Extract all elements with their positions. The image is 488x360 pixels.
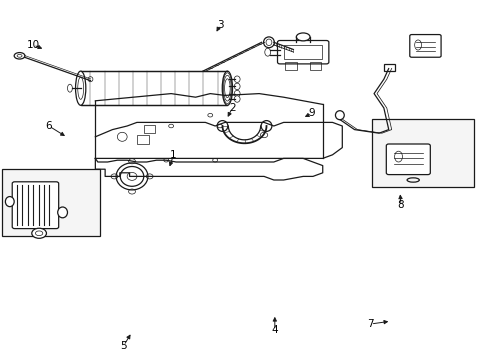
Ellipse shape bbox=[217, 121, 227, 131]
Ellipse shape bbox=[32, 228, 46, 238]
Ellipse shape bbox=[335, 111, 344, 120]
Bar bbox=[293, 48, 305, 57]
Text: 5: 5 bbox=[120, 341, 127, 351]
Ellipse shape bbox=[234, 90, 240, 97]
Ellipse shape bbox=[67, 84, 72, 92]
Bar bbox=[144, 125, 155, 133]
Bar bbox=[2, 169, 100, 236]
Text: 3: 3 bbox=[216, 20, 223, 30]
Text: 8: 8 bbox=[397, 200, 404, 210]
Ellipse shape bbox=[263, 37, 274, 48]
Text: 9: 9 bbox=[308, 108, 315, 118]
Bar bbox=[137, 135, 149, 144]
Ellipse shape bbox=[261, 121, 271, 131]
Bar bbox=[81, 71, 227, 105]
Bar bbox=[309, 62, 321, 70]
Bar bbox=[371, 119, 473, 187]
FancyBboxPatch shape bbox=[277, 40, 328, 64]
Ellipse shape bbox=[14, 53, 25, 59]
FancyBboxPatch shape bbox=[12, 182, 59, 229]
Ellipse shape bbox=[264, 48, 270, 56]
Ellipse shape bbox=[234, 76, 240, 82]
Text: 7: 7 bbox=[366, 319, 373, 329]
Ellipse shape bbox=[88, 77, 93, 82]
Ellipse shape bbox=[5, 197, 14, 207]
FancyBboxPatch shape bbox=[409, 35, 440, 57]
Text: 2: 2 bbox=[228, 103, 235, 113]
Ellipse shape bbox=[116, 163, 148, 190]
Bar bbox=[285, 62, 296, 70]
Ellipse shape bbox=[222, 71, 232, 105]
Bar bbox=[283, 45, 322, 59]
Ellipse shape bbox=[234, 83, 240, 90]
Text: 1: 1 bbox=[170, 150, 177, 160]
Text: 6: 6 bbox=[45, 121, 52, 131]
Text: 4: 4 bbox=[271, 325, 278, 336]
Text: 10: 10 bbox=[27, 40, 40, 50]
FancyBboxPatch shape bbox=[386, 144, 429, 175]
Ellipse shape bbox=[58, 207, 67, 218]
Ellipse shape bbox=[296, 33, 309, 41]
Bar bbox=[383, 64, 394, 71]
Ellipse shape bbox=[234, 96, 240, 102]
Ellipse shape bbox=[75, 71, 86, 105]
